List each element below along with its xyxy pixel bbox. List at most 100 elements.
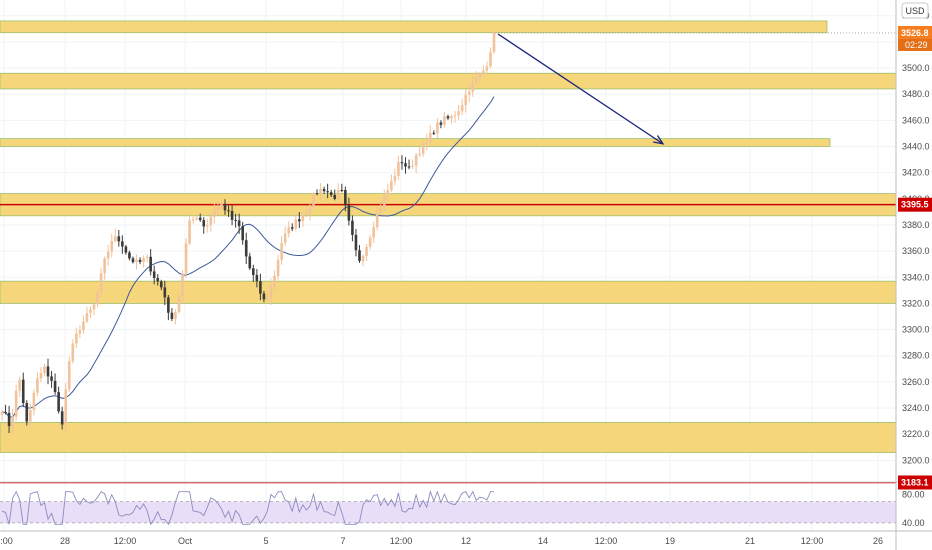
candle-body xyxy=(103,258,106,274)
candle-body xyxy=(262,293,266,300)
candle-body xyxy=(404,163,407,167)
price-tick-label: 3420.0 xyxy=(902,168,930,178)
candle-body xyxy=(298,219,301,222)
candle-body xyxy=(354,234,358,251)
candle-body xyxy=(128,252,131,259)
candle-body xyxy=(421,143,425,154)
candle-body xyxy=(305,213,308,215)
candle-body xyxy=(75,333,78,344)
time-tick-label: 12:00 xyxy=(114,536,137,546)
candle-body xyxy=(220,203,223,207)
candle-body xyxy=(467,91,471,95)
zone-rect xyxy=(0,20,828,34)
zone-rect xyxy=(0,422,897,453)
candle-body xyxy=(241,226,244,241)
candle-body xyxy=(145,256,149,258)
candle-body xyxy=(0,411,4,415)
candle-body xyxy=(375,212,379,228)
price-tick-label: 3360.0 xyxy=(902,246,930,256)
candle-body xyxy=(159,281,163,288)
candle-body xyxy=(57,392,60,412)
candle-body xyxy=(276,259,280,276)
candle-body xyxy=(269,285,273,299)
price-tick-label: 3500.0 xyxy=(902,63,930,73)
candle-body xyxy=(184,243,188,274)
candle-body xyxy=(386,190,390,196)
candle-body xyxy=(156,277,160,282)
price-tick-label: 3220.0 xyxy=(902,429,930,439)
time-tick-label: 19 xyxy=(665,536,675,546)
candle-body xyxy=(301,214,305,222)
candle-body xyxy=(322,189,326,192)
candle-body xyxy=(397,162,400,176)
support-resistance-zones xyxy=(0,20,897,453)
candle-body xyxy=(32,392,36,411)
candle-body xyxy=(439,122,443,125)
candle-body xyxy=(436,122,439,134)
candle-body xyxy=(163,287,167,298)
oscillator-tick-label: 40.00 xyxy=(902,518,925,528)
zone-rect xyxy=(0,72,897,90)
candle-body xyxy=(414,155,418,166)
price-tick-label: 3440.0 xyxy=(902,141,930,151)
candle-body xyxy=(368,237,372,247)
zone-rect xyxy=(0,138,831,147)
candle-body xyxy=(460,105,464,112)
candle-body xyxy=(443,116,446,125)
candle-body xyxy=(149,256,152,272)
price-tick-label: 3460.0 xyxy=(902,115,930,125)
price-tick-label: 3340.0 xyxy=(902,272,930,282)
currency-button[interactable]: USD xyxy=(901,2,929,19)
candle-body xyxy=(138,259,142,262)
candle-body xyxy=(181,273,184,296)
moving-average xyxy=(1,96,495,418)
candle-body xyxy=(7,412,11,427)
candle-body xyxy=(67,361,71,390)
candle-body xyxy=(50,376,53,381)
candle-body xyxy=(471,81,475,92)
candle-body xyxy=(308,207,312,214)
level-value: 3395.5 xyxy=(901,200,929,210)
candle-body xyxy=(400,162,404,164)
time-tick-label: 7 xyxy=(340,536,345,546)
candle-body xyxy=(60,411,64,425)
candle-body xyxy=(198,217,202,221)
candle-body xyxy=(411,165,414,167)
currency-label: USD xyxy=(905,6,925,16)
candle-body xyxy=(478,73,482,78)
candle-body xyxy=(382,195,386,208)
price-tick-label: 3300.0 xyxy=(902,325,930,335)
candle-body xyxy=(113,236,117,242)
candle-body xyxy=(379,207,383,213)
candle-body xyxy=(78,330,82,334)
arrow-head xyxy=(653,135,665,145)
oscillator-band xyxy=(0,501,896,523)
candle-body xyxy=(244,240,248,257)
candle-body xyxy=(21,379,25,404)
candle-body xyxy=(89,309,92,314)
candle-body xyxy=(39,373,43,379)
candle-body xyxy=(131,258,135,263)
candle-body xyxy=(432,132,436,134)
candle-body xyxy=(117,236,121,242)
candle-body xyxy=(280,242,283,260)
candle-body xyxy=(365,246,368,256)
candle-body xyxy=(315,193,319,195)
price-tick-label: 3240.0 xyxy=(902,403,930,413)
price-axis-ticks: 3540.03520.03500.03480.03460.03440.03420… xyxy=(902,11,930,528)
candle-body xyxy=(174,311,177,319)
candle-body xyxy=(18,379,21,391)
candle-body xyxy=(329,192,333,195)
level-value: 3183.1 xyxy=(901,477,929,487)
candlesticks xyxy=(0,30,496,434)
candle-body xyxy=(393,175,397,181)
candle-body xyxy=(475,77,478,82)
time-tick-label: 5 xyxy=(263,536,268,546)
candle-body xyxy=(347,205,351,221)
candle-body xyxy=(266,298,269,300)
oscillator-tick-label: 80.00 xyxy=(902,490,925,500)
candle-body xyxy=(326,191,329,193)
candle-body xyxy=(64,389,68,425)
candle-body xyxy=(96,292,99,305)
